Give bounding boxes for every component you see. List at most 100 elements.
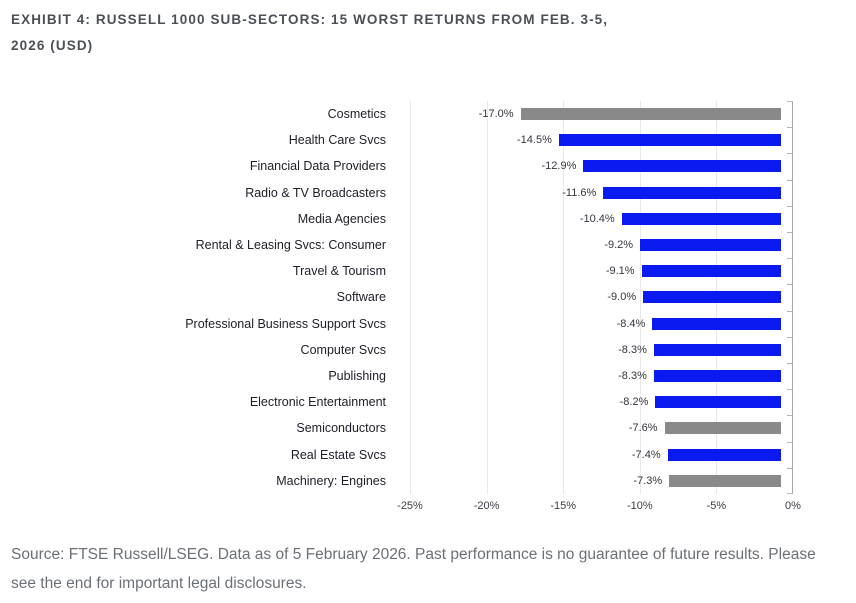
bar <box>520 108 781 121</box>
zero-axis-line <box>792 101 793 494</box>
category-label: Radio & TV Broadcasters <box>245 185 386 200</box>
category-label: Rental & Leasing Svcs: Consumer <box>195 238 386 253</box>
category-label: Publishing <box>328 368 386 383</box>
bar-cell: -8.3% <box>398 363 781 389</box>
exhibit-title: EXHIBIT 4: RUSSELL 1000 SUB-SECTORS: 15 … <box>11 7 711 59</box>
axis-tick <box>787 232 793 233</box>
category-label: Electronic Entertainment <box>249 395 386 410</box>
axis-tick <box>787 179 793 181</box>
category-label: Travel & Tourism <box>292 264 386 279</box>
axis-tick <box>787 336 793 338</box>
bar <box>558 134 781 147</box>
axis-tick <box>787 363 793 364</box>
chart-row: Cosmetics -17.0% <box>0 101 781 127</box>
x-axis: -25% -20% -15% -10% -5% 0% <box>397 500 801 516</box>
bar-cell: -9.1% <box>398 258 781 284</box>
chart-row: Financial Data Providers -12.9% <box>0 153 781 179</box>
category-label: Cosmetics <box>327 107 386 122</box>
value-label: -9.1% <box>605 265 635 278</box>
axis-tick <box>787 441 793 443</box>
bar-cell: -11.6% <box>398 180 781 206</box>
x-tick-label: 0% <box>785 500 801 512</box>
category-label: Financial Data Providers <box>249 159 386 174</box>
bar <box>621 212 781 225</box>
bar-chart: Cosmetics -17.0% Health Care Svcs -14.5% Fin… <box>0 101 820 521</box>
category-label: Semiconductors <box>296 421 386 436</box>
axis-tick <box>787 127 793 129</box>
x-tick-label: -5% <box>706 500 727 512</box>
value-label: -8.2% <box>619 396 649 409</box>
axis-tick <box>787 258 793 260</box>
axis-tick <box>787 493 793 494</box>
gridline <box>410 101 411 494</box>
bar <box>640 239 781 252</box>
value-label: -10.4% <box>579 212 615 225</box>
axis-tick <box>787 415 793 417</box>
axis-tick <box>787 101 793 102</box>
bar-cell: -14.5% <box>398 127 781 153</box>
chart-row: Professional Business Support Svcs -8.4% <box>0 311 781 337</box>
bar-cell: -8.2% <box>398 389 781 415</box>
axis-tick <box>787 153 793 155</box>
chart-row: Radio & TV Broadcasters -11.6% <box>0 180 781 206</box>
category-label: Health Care Svcs <box>288 133 386 148</box>
value-label: -9.2% <box>604 239 634 252</box>
value-label: -7.4% <box>631 448 661 461</box>
chart-row: Software -9.0% <box>0 284 781 310</box>
gridline <box>639 101 641 494</box>
x-tick-label: -10% <box>626 500 653 512</box>
x-tick-label: -15% <box>550 500 577 512</box>
bar-cell: -17.0% <box>398 101 781 127</box>
bar <box>669 474 781 487</box>
value-label: -12.9% <box>541 160 577 173</box>
bar <box>643 291 781 304</box>
bar-cell: -12.9% <box>398 153 781 179</box>
exhibit-title-line1: EXHIBIT 4: RUSSELL 1000 SUB-SECTORS: 15 … <box>11 12 609 27</box>
bar <box>653 343 781 356</box>
bar <box>652 317 781 330</box>
chart-rows: Cosmetics -17.0% Health Care Svcs -14.5% Fin… <box>0 101 781 494</box>
category-label: Machinery: Engines <box>276 473 386 488</box>
bar-cell: -7.3% <box>398 468 781 494</box>
value-label: -7.6% <box>628 422 658 435</box>
value-label: -8.3% <box>618 343 647 356</box>
axis-tick <box>787 310 793 312</box>
x-tick-label: -20% <box>473 500 500 512</box>
value-label: -8.3% <box>618 369 647 382</box>
category-label: Media Agencies <box>297 211 386 226</box>
bar-cell: -7.6% <box>398 415 781 441</box>
source-note: Source: FTSE Russell/LSEG. Data as of 5 … <box>11 546 816 592</box>
category-label: Real Estate Svcs <box>290 447 386 462</box>
category-label: Computer Svcs <box>300 342 386 357</box>
value-label: -8.4% <box>616 317 646 330</box>
chart-row: Rental & Leasing Svcs: Consumer -9.2% <box>0 232 781 258</box>
chart-row: Real Estate Svcs -7.4% <box>0 441 781 467</box>
axis-tick <box>787 467 793 469</box>
bar <box>641 265 781 278</box>
bar <box>664 422 781 435</box>
value-label: -7.3% <box>633 474 663 487</box>
bar <box>583 160 781 173</box>
chart-row: Publishing -8.3% <box>0 363 781 389</box>
chart-row: Media Agencies -10.4% <box>0 206 781 232</box>
bar-cell: -9.2% <box>398 232 781 258</box>
bar-cell: -8.4% <box>398 311 781 337</box>
gridline <box>563 101 565 494</box>
value-label: -11.6% <box>562 186 597 199</box>
exhibit-title-line2: 2026 (USD) <box>11 38 94 53</box>
bar <box>603 186 781 199</box>
value-label: -17.0% <box>478 108 514 121</box>
chart-row: Semiconductors -7.6% <box>0 415 781 441</box>
category-label: Professional Business Support Svcs <box>185 316 386 331</box>
bar-cell: -10.4% <box>398 206 781 232</box>
axis-tick <box>787 284 793 286</box>
bar-cell: -8.3% <box>398 337 781 363</box>
category-label: Software <box>336 290 386 305</box>
chart-row: Electronic Entertainment -8.2% <box>0 389 781 415</box>
bar <box>667 448 781 461</box>
x-tick-label: -25% <box>397 500 423 512</box>
bar-cell: -7.4% <box>398 441 781 467</box>
chart-row: Machinery: Engines -7.3% <box>0 468 781 494</box>
gridline <box>486 101 488 494</box>
bar-cell: -9.0% <box>398 284 781 310</box>
